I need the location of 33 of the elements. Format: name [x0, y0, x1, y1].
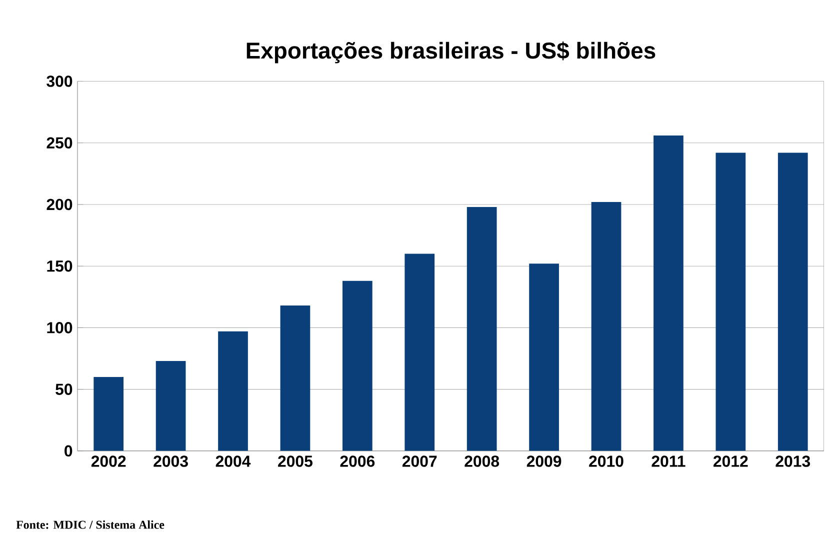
- x-tick-label: 2010: [589, 456, 624, 467]
- y-tick-label: 100: [47, 322, 72, 334]
- x-tick-label: 2012: [714, 456, 748, 467]
- y-tick-label: 150: [47, 260, 72, 272]
- y-tick-label: 200: [46, 198, 72, 210]
- bar: [654, 135, 684, 451]
- bar: [591, 202, 622, 451]
- bar: [156, 360, 186, 451]
- y-tick-label: 0: [64, 445, 72, 457]
- x-tick-label: 2002: [91, 456, 126, 467]
- bar: [280, 306, 310, 451]
- x-tick-label: 2003: [154, 456, 188, 467]
- bar: [342, 280, 372, 451]
- bar: [218, 331, 248, 451]
- x-tick-label: 2005: [278, 456, 312, 467]
- x-tick-label: 2004: [216, 456, 251, 467]
- x-tick-label: 2006: [340, 456, 375, 467]
- chart-title: Exportações brasileiras - US$ bilhões: [246, 41, 656, 64]
- x-tick-label: 2008: [464, 456, 500, 467]
- bar: [778, 152, 808, 451]
- bar: [466, 206, 497, 451]
- x-tick-label: 2013: [776, 456, 810, 467]
- x-tick-label: 2009: [526, 456, 562, 467]
- y-tick-label: 50: [56, 384, 72, 395]
- x-tick-label: 2011: [652, 456, 686, 467]
- bar: [716, 152, 746, 451]
- source-note: Fonte: MDIC / Sistema Alice: [16, 520, 164, 529]
- x-tick-label: 2007: [402, 456, 437, 467]
- y-tick-label: 300: [46, 76, 72, 87]
- bar: [94, 377, 124, 451]
- y-tick-label: 250: [46, 137, 72, 149]
- bar: [404, 254, 435, 451]
- bar: [529, 264, 559, 451]
